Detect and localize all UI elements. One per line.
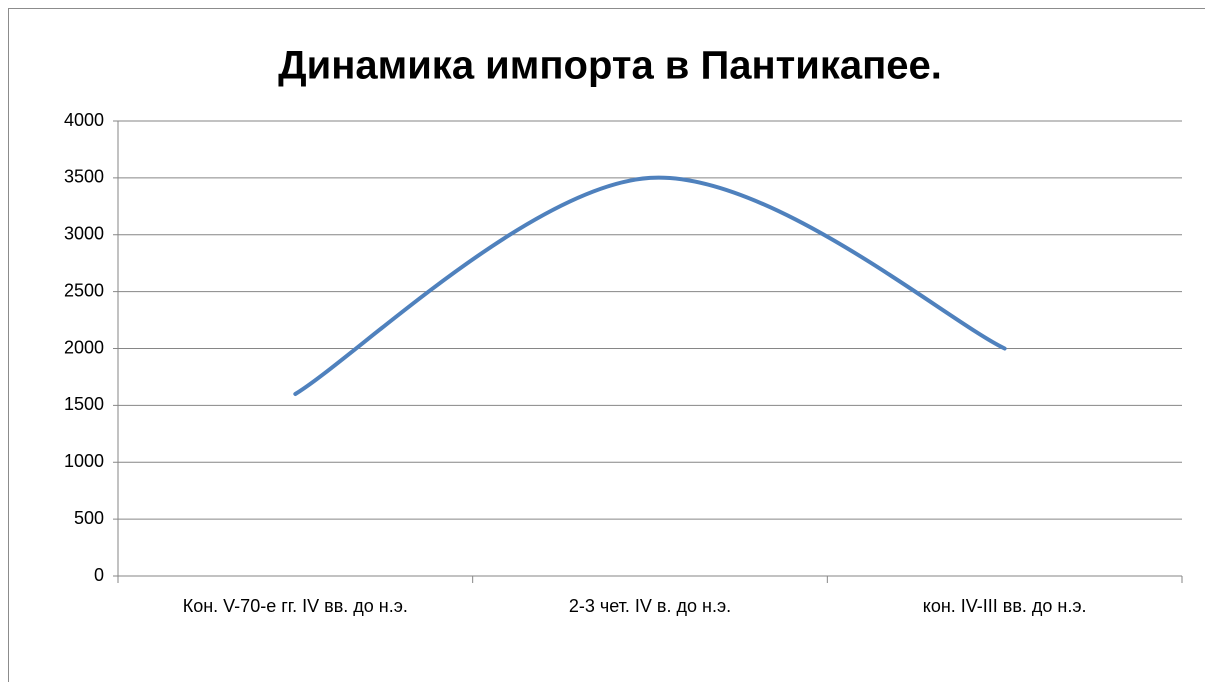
y-tick-label: 4000	[64, 110, 104, 130]
x-tick-label: кон. IV-III вв. до н.э.	[923, 596, 1087, 616]
chart-title: Динамика импорта в Пантикапее.	[278, 44, 942, 88]
y-tick-label: 3500	[64, 167, 104, 187]
y-tick-label: 2000	[64, 337, 104, 357]
y-tick-label: 3000	[64, 224, 104, 244]
y-tick-label: 500	[74, 508, 104, 528]
y-tick-label: 2500	[64, 280, 104, 300]
y-tick-label: 1000	[64, 451, 104, 471]
x-tick-label: 2-3 чет. IV в. до н.э.	[569, 596, 731, 616]
y-tick-label: 0	[94, 565, 104, 585]
y-tick-label: 1500	[64, 394, 104, 414]
x-tick-label: Кон. V-70-е гг. IV вв. до н.э.	[183, 596, 408, 616]
chart-frame	[8, 8, 1205, 682]
line-series	[293, 175, 1007, 396]
